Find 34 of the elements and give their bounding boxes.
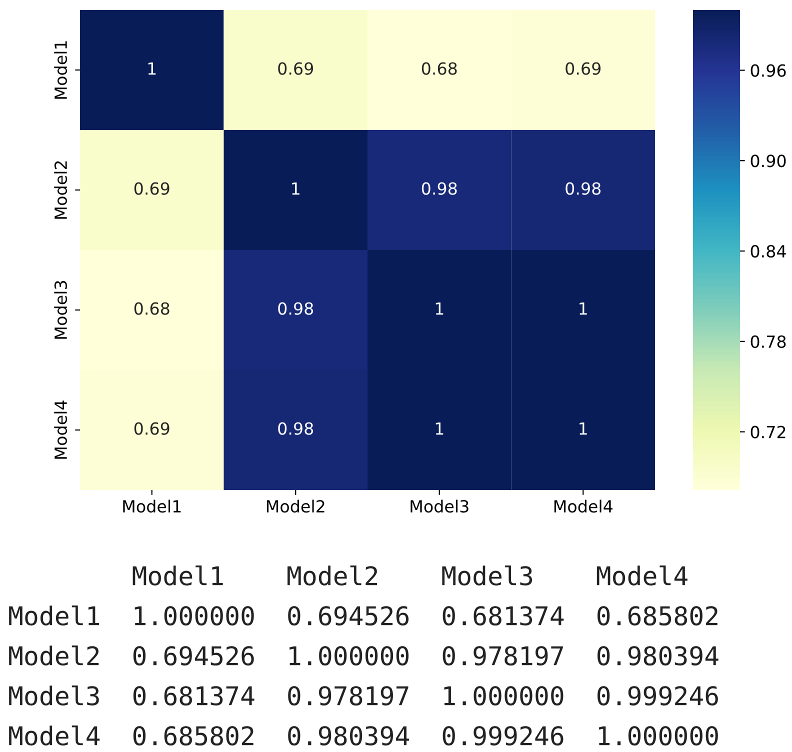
data-label: 0.69 xyxy=(278,62,314,75)
data-label: 0.69 xyxy=(566,62,601,75)
color-bar-label: 0.90 xyxy=(750,154,786,168)
text: Model1 1.000000 0.694526 0.681374 0.685802 xyxy=(9,606,718,626)
data-label: 0.69 xyxy=(134,182,170,195)
x-tick-label: Model3 xyxy=(410,500,468,513)
data-label: 0.98 xyxy=(278,302,314,315)
color-bar-label: 0.96 xyxy=(750,64,786,77)
x-tick-label: Model4 xyxy=(554,500,613,513)
data-label: 1 xyxy=(148,62,156,75)
color-bar-label: 0.78 xyxy=(750,335,786,348)
data-label: 0.68 xyxy=(134,302,170,315)
y-tick-label: Model3 xyxy=(54,281,68,339)
data-label: 1 xyxy=(580,422,587,435)
color-bar-label: 0.72 xyxy=(750,426,786,438)
text: Model3 0.681374 0.978197 1.000000 0.999246 xyxy=(9,686,718,706)
x-tick-label: Model1 xyxy=(123,500,181,513)
text: Model2 0.694526 1.000000 0.978197 0.980394 xyxy=(9,646,718,666)
y-tick-label: Model4 xyxy=(54,400,68,459)
text: Model4 0.685802 0.980394 0.999246 1.000000 xyxy=(9,726,718,746)
y-tick-label: Model2 xyxy=(54,161,68,219)
data-label: 0.68 xyxy=(422,62,457,75)
data-label: 0.98 xyxy=(422,182,457,195)
text: Model1 Model2 Model3 Model4 xyxy=(132,566,688,586)
y-tick-label: Model1 xyxy=(54,41,68,99)
data-label: 1 xyxy=(436,422,444,435)
x-tick-label: Model2 xyxy=(266,500,324,513)
data-label: 1 xyxy=(436,302,444,315)
data-label: 1 xyxy=(292,182,300,195)
data-label: 0.98 xyxy=(566,182,601,195)
data-label: 1 xyxy=(580,302,587,315)
data-label: 0.69 xyxy=(134,422,170,435)
color-bar-label: 0.84 xyxy=(750,244,786,258)
data-label: 0.98 xyxy=(278,422,314,435)
